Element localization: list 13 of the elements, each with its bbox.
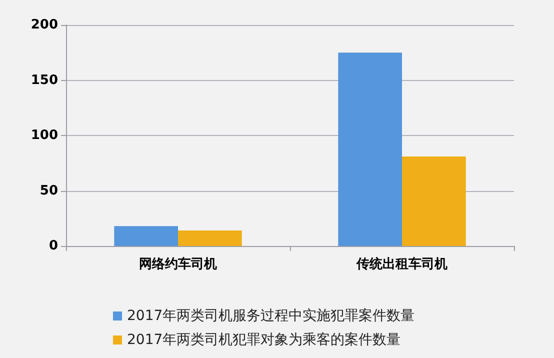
bar: [402, 156, 466, 246]
y-tick-label: 200: [30, 18, 58, 32]
bar: [338, 52, 402, 246]
y-tick-label: 50: [40, 183, 58, 198]
bar: [178, 230, 242, 246]
x-tick-label: 传统出租车司机: [356, 256, 448, 272]
legend-label: 2017年两类司机犯罪对象为乘客的案件数量: [127, 331, 401, 348]
y-tick-label: 100: [30, 128, 58, 143]
y-tick-label: 150: [30, 72, 58, 88]
y-tick-label: 0: [48, 238, 58, 254]
x-tick-label: 网络约车司机: [139, 256, 217, 272]
bar: [114, 226, 178, 246]
legend-label: 2017年两类司机服务过程中实施犯罪案件数量: [127, 307, 415, 324]
